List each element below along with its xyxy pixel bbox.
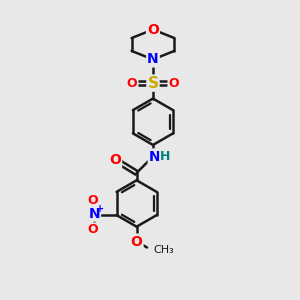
Text: O: O — [109, 153, 121, 167]
Text: S: S — [148, 76, 158, 91]
Text: +: + — [96, 204, 104, 214]
Text: CH₃: CH₃ — [153, 245, 174, 256]
Text: O: O — [88, 224, 98, 236]
Text: H: H — [160, 150, 171, 163]
Text: N: N — [147, 52, 159, 67]
Text: O: O — [147, 22, 159, 37]
Text: O: O — [169, 76, 179, 90]
Text: N: N — [88, 207, 100, 220]
Text: O: O — [88, 194, 98, 207]
Text: N: N — [148, 149, 160, 164]
Text: O: O — [127, 76, 137, 90]
Text: O: O — [131, 235, 142, 248]
